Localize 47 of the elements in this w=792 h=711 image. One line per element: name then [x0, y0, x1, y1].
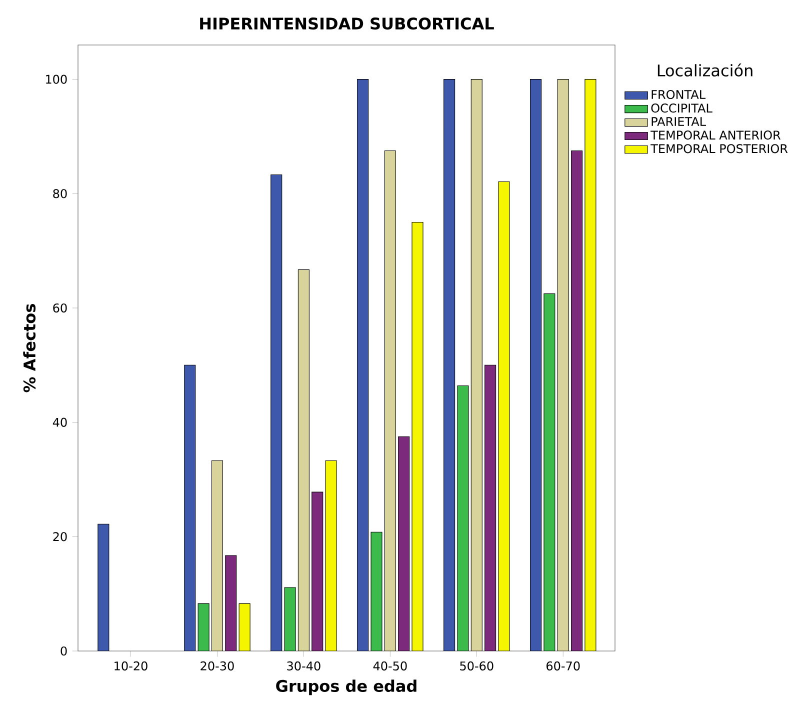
- bar: [557, 79, 569, 651]
- bar: [198, 603, 210, 651]
- legend-label: FRONTAL: [652, 90, 706, 100]
- y-tick-label: 40: [52, 418, 67, 427]
- bar: [544, 293, 556, 651]
- bar: [457, 385, 469, 651]
- bar: [498, 181, 510, 651]
- bar: [398, 436, 410, 651]
- bar: [571, 150, 583, 651]
- bar: [470, 79, 482, 651]
- x-axis-title: Grupos de edad: [276, 680, 416, 696]
- bar: [584, 79, 596, 651]
- bar: [370, 532, 382, 651]
- y-tick-label: 0: [60, 646, 67, 656]
- legend-label: TEMPORAL POSTERIOR: [650, 144, 788, 154]
- y-tick-label: 80: [53, 189, 67, 198]
- bar: [270, 174, 282, 651]
- bar: [284, 587, 296, 651]
- bar: [412, 222, 424, 651]
- bar: [325, 460, 337, 651]
- x-tick-label: 20-30: [200, 661, 234, 670]
- bar: [312, 492, 324, 651]
- bar: [184, 364, 196, 651]
- bar: [384, 150, 396, 651]
- x-tick-label: 10-20: [114, 661, 148, 670]
- y-tick-label: 100: [46, 74, 67, 84]
- bar: [225, 555, 237, 651]
- y-tick-label: 60: [53, 303, 67, 313]
- y-axis-title: % Afectos: [23, 304, 36, 392]
- legend-label: PARIETAL: [652, 117, 706, 126]
- x-tick-label: 50-60: [460, 661, 494, 670]
- bar: [238, 603, 250, 651]
- bar: [444, 79, 456, 651]
- x-tick-label: 60-70: [546, 661, 580, 670]
- legend-title: Localización: [658, 63, 752, 77]
- y-tick-label: 20: [53, 532, 67, 542]
- bar: [484, 364, 496, 651]
- x-tick-label: 40-50: [373, 661, 407, 670]
- bar: [530, 79, 542, 651]
- bar: [357, 79, 369, 651]
- bar: [98, 524, 110, 651]
- legend-label: TEMPORAL ANTERIOR: [650, 130, 781, 140]
- chart-title: HIPERINTENSIDAD SUBCORTICAL: [200, 18, 494, 30]
- bar: [298, 269, 310, 651]
- x-tick-label: 30-40: [287, 661, 320, 670]
- bar: [211, 460, 223, 651]
- legend-label: OCCIPITAL: [651, 104, 712, 113]
